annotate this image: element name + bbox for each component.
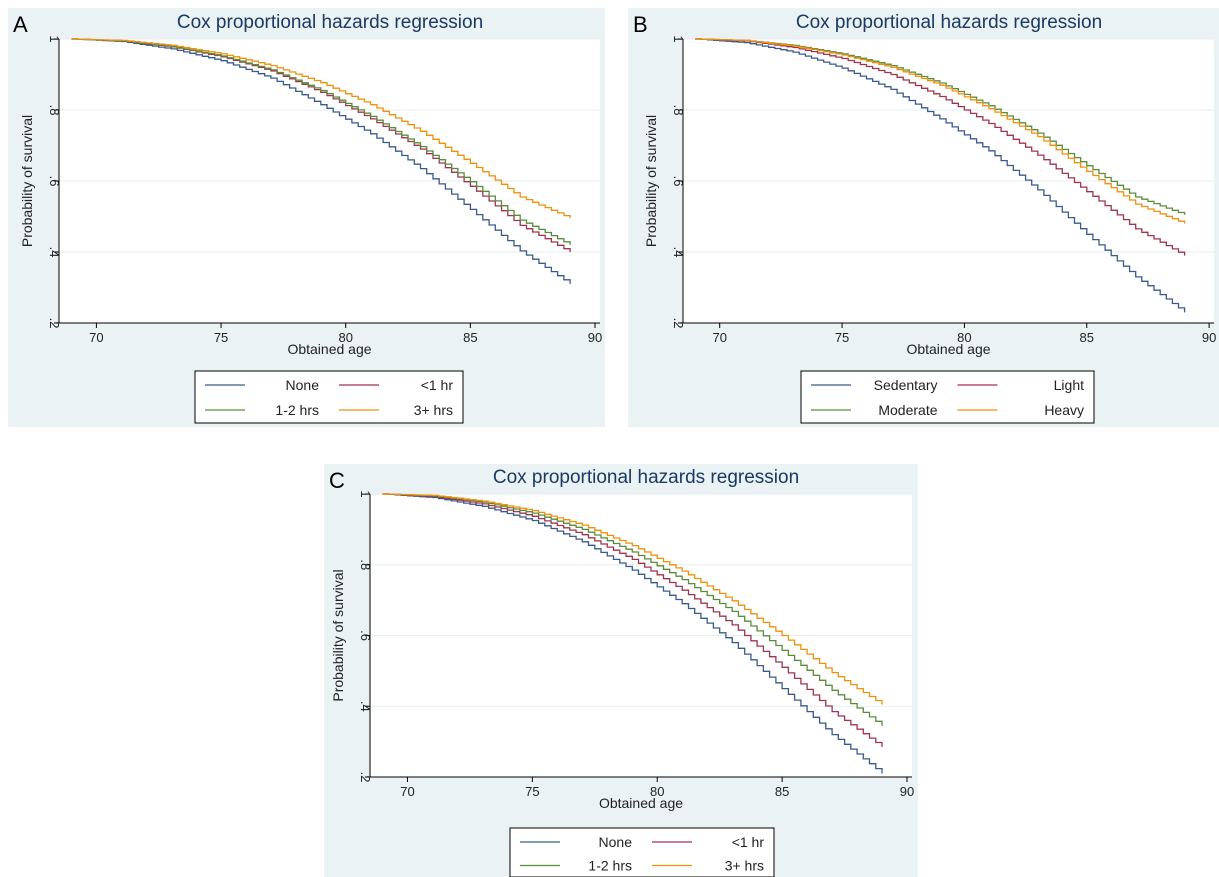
x-tick-label-b-1: 75 [835,330,849,345]
y-tick-label-a-0: .2 [47,318,62,329]
chart-title-b: Cox proportional hazards regression [796,12,1102,33]
legend-label-b-1: Light [1054,377,1084,393]
chart-title-c: Cox proportional hazards regression [493,467,799,488]
series-line-c-3 [382,493,883,705]
legend-box-c [509,827,775,877]
x-tick-label-c-0: 70 [400,784,414,799]
x-tick-label-c-1: 75 [525,784,539,799]
series-line-c-2 [382,493,883,726]
chart-c: C Cox proportional hazards regression .2 .4… [329,467,914,877]
x-axis-title-c: Obtained age [599,795,683,811]
x-tick-label-a-4: 90 [588,330,602,345]
y-tick-label-c-4: 1 [358,490,373,497]
legend-label-b-0: Sedentary [874,377,938,393]
series-line-b-3 [695,38,1186,224]
y-tick-label-c-2: .6 [358,630,373,641]
x-tick-label-b-3: 85 [1080,330,1094,345]
y-tick-label-b-3: .8 [671,105,686,116]
series-line-a-0 [71,38,571,284]
legend-label-a-3: 3+ hrs [414,402,453,418]
y-tick-label-a-2: .6 [47,176,62,187]
x-tick-label-c-2: 80 [650,784,664,799]
y-tick-label-c-3: .8 [358,559,373,570]
chart-b: B Cox proportional hazards regression .2 .4… [633,12,1216,424]
y-tick-label-a-3: .8 [47,105,62,116]
series-line-b-0 [695,38,1186,313]
panel-letter-b: B [633,12,648,37]
legend-box-a [194,370,464,424]
panel-c: C Cox proportional hazards regression .2 .4… [324,464,918,877]
legend-label-b-2: Moderate [878,402,937,418]
series-line-c-0 [382,493,883,774]
panel-b: B Cox proportional hazards regression .2 .4… [628,8,1219,427]
series-line-b-1 [695,38,1186,256]
x-tick-label-b-2: 80 [957,330,971,345]
x-tick-label-c-3: 85 [775,784,789,799]
y-tick-label-b-2: .6 [671,176,686,187]
legend-label-a-1: <1 hr [421,377,454,393]
x-tick-label-b-0: 70 [712,330,726,345]
panel-letter-c: C [329,468,345,493]
legend-label-a-2: 1-2 hrs [275,402,319,418]
x-tick-label-a-1: 75 [214,330,228,345]
y-tick-label-a-4: 1 [47,35,62,42]
y-axis-title-b: Probability of survival [643,115,659,247]
x-tick-label-b-4: 90 [1202,330,1216,345]
x-axis-title-a: Obtained age [287,341,371,357]
x-axis-title-b: Obtained age [906,341,990,357]
x-tick-label-a-0: 70 [89,330,103,345]
chart-title-a: Cox proportional hazards regression [177,12,483,33]
y-tick-label-b-4: 1 [671,35,686,42]
x-tick-label-a-2: 80 [338,330,352,345]
y-axis-title-c: Probability of survival [330,569,346,701]
legend-label-c-1: <1 hr [732,834,765,850]
panel-letter-a: A [13,12,28,37]
panel-a: A Cox proportional hazards regression .2 .4… [8,8,605,427]
y-tick-label-b-1: .4 [671,247,686,258]
x-tick-label-c-4: 90 [900,784,914,799]
series-line-a-3 [71,38,571,219]
chart-a: A Cox proportional hazards regression .2 .4… [13,12,602,424]
y-tick-label-a-1: .4 [47,247,62,258]
y-tick-label-c-0: .2 [358,772,373,783]
series-line-a-2 [71,38,571,245]
legend-label-c-3: 3+ hrs [725,858,764,874]
legend-box-b [800,370,1095,424]
y-tick-label-c-1: .4 [358,701,373,712]
legend-label-c-2: 1-2 hrs [588,858,632,874]
legend-label-b-3: Heavy [1044,402,1084,418]
legend-label-c-0: None [599,834,633,850]
legend-label-a-0: None [286,377,320,393]
x-tick-label-a-3: 85 [463,330,477,345]
series-line-c-1 [382,493,883,747]
y-tick-label-b-0: .2 [671,318,686,329]
y-axis-title-a: Probability of survival [19,115,35,247]
